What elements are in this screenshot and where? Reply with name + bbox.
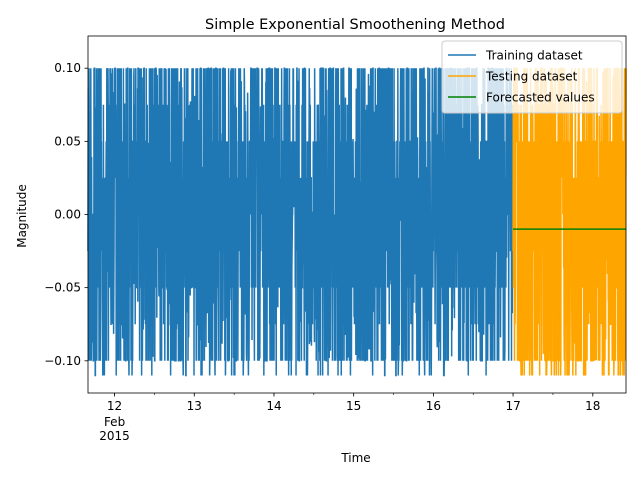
- legend-box: [441, 40, 623, 114]
- series-line-training: [87, 67, 514, 377]
- legend-entry: Forecasted values: [486, 91, 595, 105]
- y-tick-label: −0.05: [44, 281, 81, 295]
- x-tick-sublabel: 2015: [99, 429, 130, 443]
- x-tick-label: 15: [346, 399, 361, 413]
- x-tick-label: 18: [585, 399, 600, 413]
- y-axis-label: Magnitude: [15, 184, 29, 248]
- y-tick-label: −0.10: [44, 354, 81, 368]
- y-axis: 0.10 0.05 0.00 −0.05 −0.10: [44, 61, 88, 368]
- legend: Training dataset Testing dataset Forecaste…: [441, 40, 623, 114]
- chart-title: Simple Exponential Smoothening Method: [205, 17, 505, 33]
- x-tick-sublabel: Feb: [104, 415, 125, 429]
- x-tick-label: 16: [426, 399, 441, 413]
- series-line-testing: [512, 67, 627, 376]
- y-tick-label: 0.05: [54, 134, 81, 148]
- legend-entry: Testing dataset: [485, 70, 578, 84]
- x-tick-label: 13: [187, 399, 202, 413]
- x-tick-label: 12: [107, 399, 122, 413]
- x-axis-label: Time: [340, 451, 370, 465]
- x-tick-label: 17: [505, 399, 520, 413]
- y-tick-label: 0.00: [54, 208, 81, 222]
- y-tick-label: 0.10: [54, 61, 81, 75]
- legend-entry: Training dataset: [485, 49, 583, 63]
- x-tick-label: 14: [266, 399, 281, 413]
